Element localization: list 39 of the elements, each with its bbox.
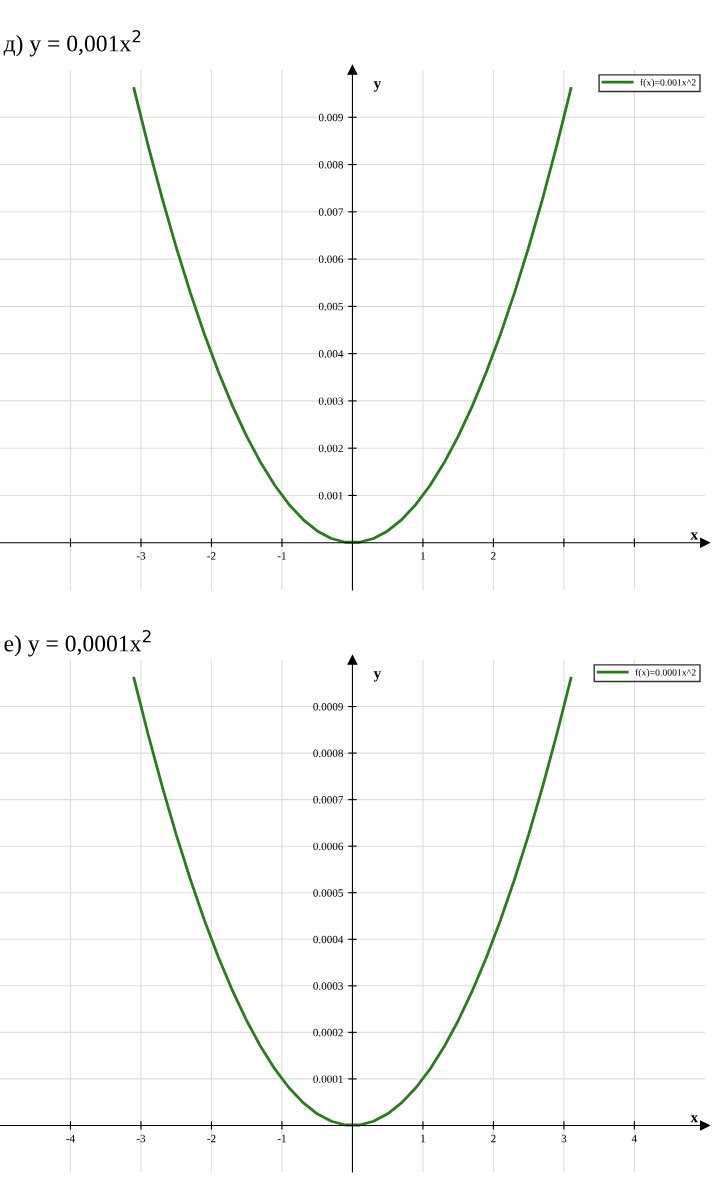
y-tick-label: 0.0007	[313, 796, 344, 804]
y-tick-label: 0.0005	[313, 889, 343, 897]
y-tick-label: 0.0002	[313, 1028, 343, 1037]
y-tick-label: 0.002	[318, 444, 343, 453]
x-tick-label: -1	[277, 552, 286, 560]
x-tick-label: 1	[421, 552, 426, 560]
y-tick-label: 0.0009	[313, 703, 343, 711]
x-tick-label: -4	[66, 1134, 75, 1143]
chart-title: е) y = 0,0001x$^{2}$	[4, 630, 151, 657]
x-tick-label: 1	[421, 1134, 426, 1143]
x-tick-label: -1	[277, 1134, 286, 1143]
x-tick-label: 4	[631, 1134, 637, 1143]
y-tick-label: 0.009	[318, 113, 343, 122]
x-tick-label: 3	[561, 1134, 567, 1143]
y-axis-title: y	[373, 671, 382, 682]
y-tick-label: 0.007	[318, 208, 344, 216]
x-tick-label: -3	[136, 1134, 146, 1143]
y-tick-label: 0.005	[318, 302, 343, 311]
x-tick-label: -3	[136, 552, 146, 560]
x-tick-label: 2	[491, 1134, 496, 1143]
y-tick-label: 0.0008	[313, 749, 343, 758]
x-tick-label: 2	[491, 552, 496, 560]
y-tick-label: 0.003	[318, 397, 343, 405]
y-tick-label: 0.0004	[313, 935, 344, 944]
x-axis-title: x	[690, 532, 699, 540]
y-axis-title: y	[373, 81, 382, 92]
x-tick-label: -2	[207, 552, 216, 560]
y-tick-label: 0.006	[318, 255, 344, 264]
y-tick-label: 0.0003	[313, 982, 343, 990]
y-tick-label: 0.004	[318, 350, 344, 358]
y-tick-label: 0.0006	[313, 842, 344, 851]
y-tick-label: 0.0001	[313, 1075, 343, 1083]
legend-label: f(x)=0.001x^2	[640, 78, 696, 88]
y-tick-label: 0.001	[318, 491, 343, 500]
y-tick-label: 0.008	[318, 161, 343, 169]
chart-title: д) y = 0,001x$^{2}$	[3, 30, 141, 57]
x-tick-label: -2	[207, 1134, 216, 1143]
legend-label: f(x)=0.0001x^2	[635, 668, 696, 678]
x-axis-title: x	[690, 1115, 699, 1123]
